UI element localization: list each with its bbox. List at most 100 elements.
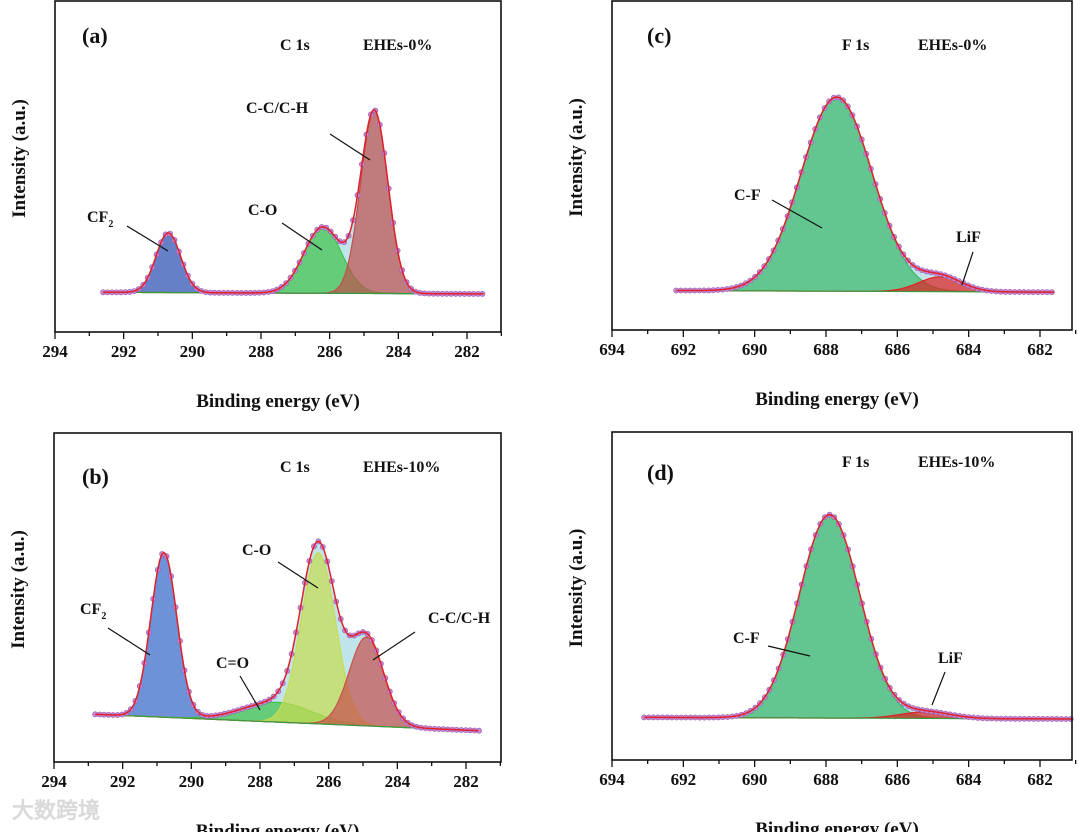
x-tick-label: 292 [111, 342, 137, 361]
annotation-label: C-F [733, 630, 760, 647]
annotation-leader-line [329, 133, 371, 161]
x-tick-label: 288 [247, 772, 273, 791]
x-axis-label: Binding energy (eV) [755, 819, 919, 832]
annotation-leader-line [281, 222, 323, 251]
annotation-text: LiF [938, 650, 963, 667]
envelope-line [644, 513, 1073, 720]
annotation-label: C-O [242, 542, 271, 559]
x-tick-label: 286 [316, 772, 342, 791]
component-area-c-f [644, 514, 1073, 719]
annotation-text: C=O [216, 655, 249, 672]
annotation-subscript: 2 [108, 219, 113, 230]
component-area-c-o [95, 552, 479, 731]
x-tick-label: 282 [453, 772, 479, 791]
annotation-text: CF [80, 601, 102, 618]
y-axis-label: Intensity (a.u.) [9, 99, 30, 218]
x-tick-label: 694 [599, 770, 625, 789]
annotation-text: C-C/C-H [428, 610, 491, 627]
panel-label: (b) [82, 464, 109, 489]
x-tick-label: 290 [180, 342, 206, 361]
x-tick-label: 692 [671, 770, 697, 789]
x-tick-label: 684 [956, 340, 982, 359]
plot-frame [611, 431, 1073, 761]
core-level-label: C 1s [280, 459, 310, 476]
annotation-label: CF2 [80, 601, 106, 622]
component-area-c-c-c-h [95, 637, 479, 731]
panel-label: (d) [647, 460, 674, 485]
core-level-label: C 1s [280, 37, 310, 54]
component-area-lif [676, 276, 1055, 293]
envelope-line [95, 540, 479, 732]
annotation-leader-line [277, 561, 319, 589]
x-tick-label: 284 [386, 342, 412, 361]
annotation-leader-line [126, 225, 169, 252]
sample-label: EHEs-10% [363, 459, 440, 476]
annotation-leader-line [107, 627, 151, 656]
x-tick-label: 688 [813, 770, 839, 789]
annotation-label: C=O [216, 655, 249, 672]
annotation-label: C-F [734, 187, 761, 204]
x-tick-label: 686 [885, 340, 911, 359]
annotation-subscript: 2 [101, 611, 106, 622]
x-axis-label: Binding energy (eV) [196, 391, 360, 412]
x-tick-label: 294 [41, 772, 67, 791]
panel-label: (c) [647, 23, 671, 48]
plot-frame [611, 0, 1073, 331]
panel-a: 294 292 290 288 286 284 282 Binding energy (eV)… [9, 0, 502, 412]
envelope-line [676, 96, 1055, 293]
x-tick-label: 686 [885, 770, 911, 789]
x-tick-label: 292 [110, 772, 136, 791]
component-area-c-c-c-h [103, 111, 484, 294]
x-axis-label: Binding energy (eV) [755, 389, 919, 410]
annotation-text: C-O [242, 542, 271, 559]
x-tick-label: 294 [42, 342, 68, 361]
y-axis-label: Intensity (a.u.) [566, 529, 587, 648]
sample-label: EHEs-0% [918, 37, 987, 54]
annotation-text: CF [87, 209, 109, 226]
annotation-text: C-F [734, 187, 761, 204]
plot-frame [54, 0, 502, 333]
core-level-label: F 1s [842, 37, 869, 54]
annotation-leader-line [931, 671, 946, 706]
envelope-line [103, 109, 484, 295]
y-axis-label: Intensity (a.u.) [8, 530, 29, 649]
annotation-leader-line [239, 675, 261, 711]
x-tick-label: 288 [248, 342, 274, 361]
component-area-c-f [676, 97, 1055, 293]
x-tick-label: 688 [813, 340, 839, 359]
panel-label: (a) [82, 23, 108, 48]
x-axis-label: Binding energy (eV) [196, 821, 360, 832]
annotation-label: CF2 [87, 209, 113, 230]
sample-label: EHEs-10% [918, 454, 995, 471]
annotation-label: C-C/C-H [246, 100, 309, 117]
x-tick-label: 684 [956, 770, 982, 789]
annotation-leader-line [372, 631, 416, 661]
panel-c: 694 692 690 688 686 684 682 Binding energy (eV)… [566, 0, 1077, 410]
annotation-text: C-O [248, 202, 277, 219]
y-axis-label: Intensity (a.u.) [566, 98, 587, 217]
x-tick-label: 694 [599, 340, 625, 359]
annotation-leader-line [767, 645, 811, 657]
x-tick-label: 286 [317, 342, 343, 361]
annotation-leader-line [771, 199, 823, 229]
annotation-text: C-C/C-H [246, 100, 309, 117]
annotation-label: LiF [938, 650, 963, 667]
annotation-label: C-C/C-H [428, 610, 491, 627]
x-tick-label: 690 [742, 340, 768, 359]
x-tick-label: 682 [1027, 340, 1053, 359]
component-area-cf2 [95, 552, 479, 731]
annotation-leader-line [961, 251, 974, 286]
x-tick-label: 692 [671, 340, 697, 359]
annotation-text: LiF [956, 229, 981, 246]
panel-d: 694 692 690 688 686 684 682 Binding energy (eV)… [566, 431, 1077, 832]
x-tick-label: 282 [454, 342, 480, 361]
x-tick-label: 690 [742, 770, 768, 789]
annotation-label: C-O [248, 202, 277, 219]
annotation-label: LiF [956, 229, 981, 246]
x-tick-label: 290 [179, 772, 205, 791]
x-tick-label: 284 [385, 772, 411, 791]
plot-frame [53, 432, 502, 763]
component-area-c-o [103, 227, 484, 294]
